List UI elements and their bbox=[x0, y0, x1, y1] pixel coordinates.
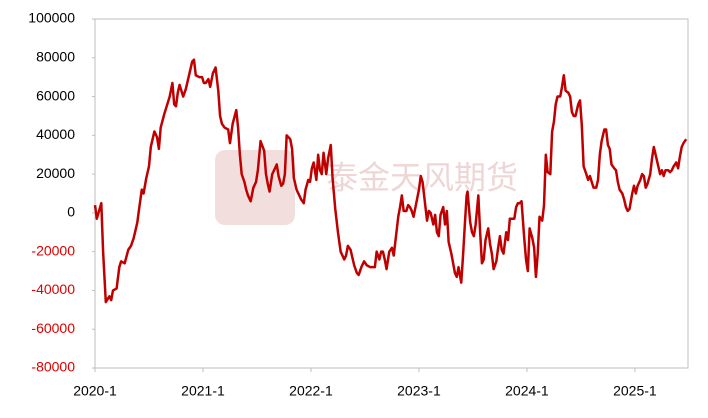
x-tick-label: 2023-1 bbox=[397, 383, 441, 399]
y-tick-label: -60000 bbox=[31, 320, 75, 336]
y-tick-label: 20000 bbox=[36, 165, 75, 181]
x-tick-label: 2021-1 bbox=[181, 383, 225, 399]
plot-frame bbox=[94, 18, 689, 369]
y-tick-label: 80000 bbox=[36, 48, 75, 64]
data-line bbox=[93, 58, 688, 304]
watermark-logo bbox=[215, 150, 295, 225]
y-tick-label: -40000 bbox=[31, 281, 75, 297]
x-tick-label: 2024-1 bbox=[505, 383, 549, 399]
y-tick-label: 0 bbox=[67, 204, 75, 220]
x-tick-label: 2020-1 bbox=[73, 383, 117, 399]
y-tick-label: -80000 bbox=[31, 359, 75, 375]
y-tick-label: 60000 bbox=[36, 87, 75, 103]
x-tick-label: 2025-1 bbox=[613, 383, 657, 399]
y-tick-label: 100000 bbox=[28, 10, 75, 26]
y-tick-label: -20000 bbox=[31, 242, 75, 258]
y-tick-label: 40000 bbox=[36, 126, 75, 142]
x-tick-label: 2022-1 bbox=[289, 383, 333, 399]
